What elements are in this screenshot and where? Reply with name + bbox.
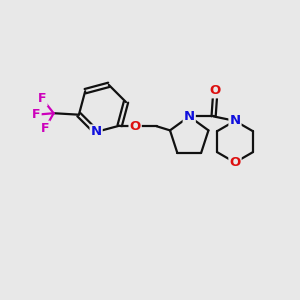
Text: F: F <box>32 108 41 121</box>
Text: N: N <box>91 125 102 138</box>
Text: O: O <box>130 120 141 133</box>
Text: N: N <box>184 110 195 123</box>
Text: F: F <box>38 92 46 105</box>
Text: F: F <box>41 122 50 135</box>
Text: N: N <box>230 114 241 128</box>
Text: O: O <box>230 156 241 169</box>
Text: O: O <box>209 84 221 97</box>
